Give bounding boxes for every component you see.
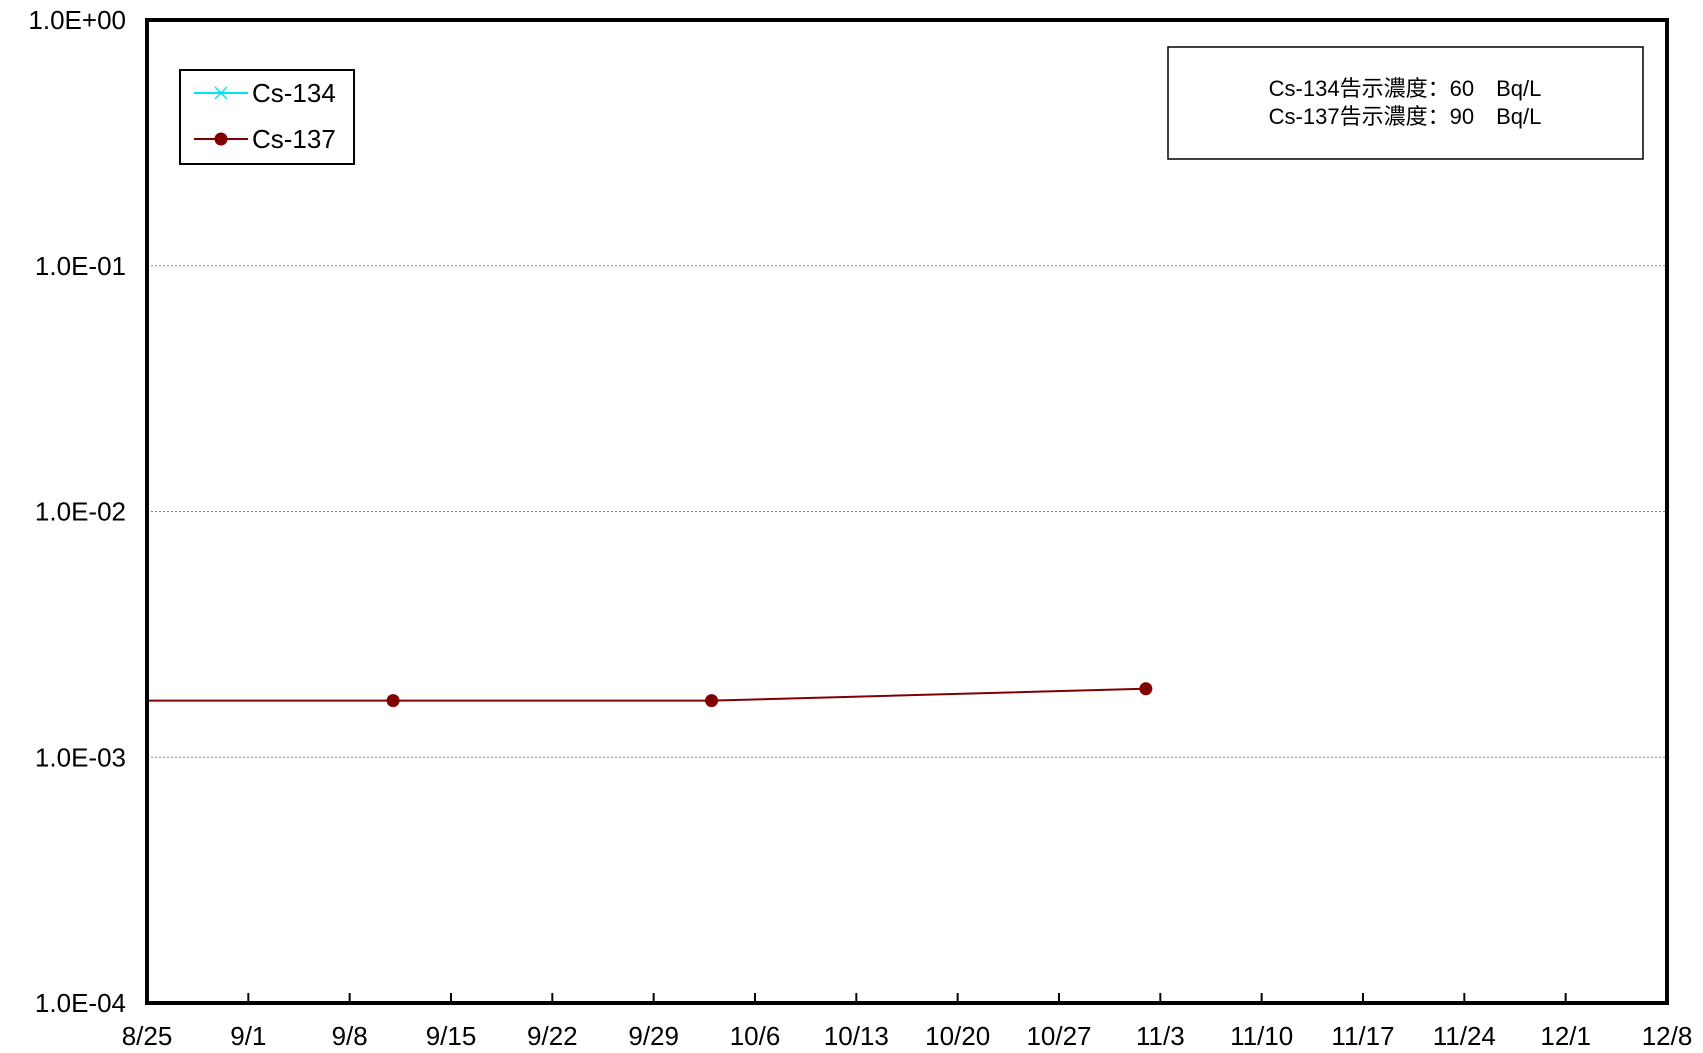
x-tick-label: 9/8	[332, 1021, 368, 1051]
limit-note-box	[1167, 46, 1644, 160]
series-layer	[112, 682, 1153, 708]
y-tick-label: 1.0E-02	[35, 497, 126, 527]
plot-frame	[145, 18, 1669, 1005]
x-tick-label: 11/24	[1433, 1021, 1496, 1051]
x-tick-label: 10/20	[925, 1021, 990, 1051]
axes: 1.0E-04 1.0E-03 1.0E-02 1.0E-01 1.0E+00 8/25 9…	[28, 5, 1692, 1051]
data-point	[1139, 682, 1153, 696]
data-point	[112, 694, 125, 707]
x-tick-label: 9/15	[426, 1021, 477, 1051]
legend-label-cs137: Cs-137	[252, 124, 336, 154]
limit-note-line-cs137: Cs-137告示濃度：90 Bq/L	[1269, 104, 1542, 129]
x-tick-label: 11/17	[1331, 1021, 1394, 1051]
x-tick-label: 9/1	[230, 1021, 266, 1051]
x-tick-label: 11/3	[1136, 1021, 1185, 1051]
series-line-cs-137	[147, 687, 1146, 702]
grid-lines	[147, 265, 1667, 758]
limit-note-line-cs134: Cs-134告示濃度：60 Bq/L	[1269, 76, 1542, 101]
legend-label-cs134: Cs-134	[252, 78, 336, 108]
x-tick-label: 12/1	[1540, 1021, 1591, 1051]
legend-marker-cs137	[214, 132, 228, 146]
x-tick-label: 11/10	[1230, 1021, 1293, 1051]
legend: Cs-134 Cs-137	[179, 69, 355, 165]
x-tick-label: 8/25	[122, 1021, 173, 1051]
limit-note: Cs-134告示濃度：60 Bq/L Cs-137告示濃度：90 Bq/L	[1167, 46, 1644, 160]
x-tick-label: 12/8	[1642, 1021, 1693, 1051]
y-tick-label: 1.0E-01	[35, 251, 126, 281]
x-tick-label: 10/27	[1026, 1021, 1091, 1051]
x-tick-label: 10/13	[824, 1021, 889, 1051]
x-tick-label: 10/6	[730, 1021, 781, 1051]
y-tick-label: 1.0E+00	[28, 5, 126, 35]
x-tick-label: 9/29	[628, 1021, 679, 1051]
x-tick-label: 9/22	[527, 1021, 578, 1051]
data-point	[705, 694, 719, 708]
legend-box	[179, 69, 355, 165]
y-tick-label: 1.0E-04	[35, 988, 126, 1018]
legend-marker-cs134	[214, 86, 228, 100]
data-point	[386, 694, 400, 708]
y-tick-label: 1.0E-03	[35, 742, 126, 772]
